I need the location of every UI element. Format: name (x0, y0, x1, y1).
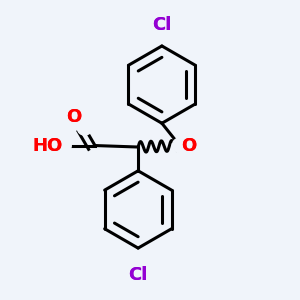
Circle shape (131, 257, 146, 272)
Text: Cl: Cl (152, 16, 172, 34)
Circle shape (77, 120, 92, 135)
Text: O: O (181, 136, 196, 154)
Text: HO: HO (32, 136, 62, 154)
Circle shape (154, 28, 169, 43)
Text: O: O (181, 136, 196, 154)
Text: HO: HO (32, 136, 62, 154)
Text: Cl: Cl (128, 266, 148, 284)
Circle shape (56, 138, 71, 153)
Text: Cl: Cl (128, 266, 148, 284)
Text: O: O (66, 108, 82, 126)
Text: O: O (66, 108, 82, 126)
Text: Cl: Cl (152, 16, 172, 34)
Circle shape (172, 138, 187, 153)
